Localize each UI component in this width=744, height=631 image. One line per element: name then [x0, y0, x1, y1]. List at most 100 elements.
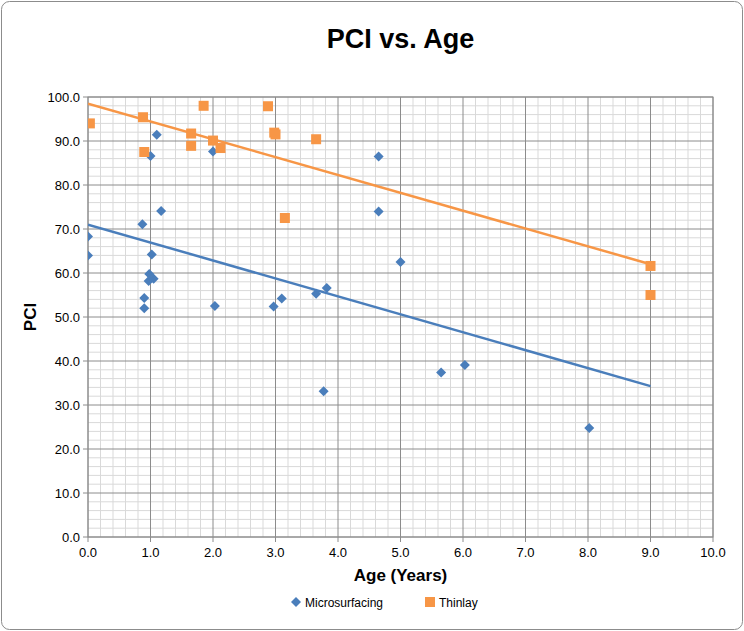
y-tick-label: 70.0: [55, 222, 80, 237]
chart: 0.0 1.0 2.0 3.0 4.0 5.0 6.0 7.0 8.0 9.0 10.0 0.0 10.…: [0, 0, 744, 631]
y-tick-label: 30.0: [55, 398, 80, 413]
tick-mark: [88, 537, 89, 542]
x-tick-label: 8.0: [579, 545, 597, 560]
y-tick-label: 90.0: [55, 134, 80, 149]
x-tick-label: 9.0: [641, 545, 659, 560]
point: [199, 101, 209, 111]
point: [88, 231, 93, 241]
point: [139, 293, 149, 303]
grid-line: [88, 141, 713, 142]
point: [269, 301, 279, 311]
grid-line: [88, 449, 713, 450]
point: [139, 147, 149, 157]
chart-title: PCI vs. Age: [327, 24, 475, 54]
point: [277, 294, 287, 304]
point: [584, 423, 594, 433]
legend-label: Microsurfacing: [305, 596, 383, 610]
tick-mark: [83, 141, 88, 142]
tick-mark: [83, 273, 88, 274]
point: [186, 141, 196, 151]
y-tick-label: 0.0: [62, 530, 80, 545]
tick-mark: [150, 537, 151, 542]
tick-mark: [338, 537, 339, 542]
x-tick-label: 10.0: [700, 545, 725, 560]
grid-line: [88, 185, 713, 186]
x-tick-label: 3.0: [266, 545, 284, 560]
point: [436, 367, 446, 377]
point: [88, 250, 93, 260]
grid-line: [88, 405, 713, 406]
tick-mark: [588, 537, 589, 542]
series-points: [88, 130, 594, 433]
point: [137, 219, 147, 229]
point: [311, 289, 321, 299]
x-tick-label: 5.0: [391, 545, 409, 560]
x-axis-title: Age (Years): [354, 566, 448, 585]
grid-line: [88, 273, 713, 274]
y-tick-label: 40.0: [55, 354, 80, 369]
tick-mark: [83, 229, 88, 230]
tick-mark: [83, 405, 88, 406]
chart-frame: [2, 2, 743, 630]
point: [322, 283, 332, 293]
point: [147, 250, 157, 260]
legend-marker: [425, 597, 435, 607]
tick-mark: [525, 537, 526, 542]
tick-mark: [83, 537, 88, 538]
point: [263, 101, 273, 111]
tick-mark: [463, 537, 464, 542]
series-points: [88, 101, 656, 300]
tick-mark: [400, 537, 401, 542]
point: [280, 213, 290, 223]
tick-mark: [83, 449, 88, 450]
point: [186, 129, 196, 139]
point: [149, 274, 159, 284]
trendline: [88, 225, 651, 386]
tick-mark: [275, 537, 276, 542]
point: [216, 143, 226, 153]
tick-mark: [713, 537, 714, 542]
tick-mark: [83, 361, 88, 362]
point: [646, 290, 656, 300]
point: [311, 134, 321, 144]
point: [646, 261, 656, 271]
point: [374, 151, 384, 161]
x-tick-label: 7.0: [516, 545, 534, 560]
y-axis-title: PCI: [21, 303, 40, 331]
tick-mark: [83, 185, 88, 186]
point: [319, 386, 329, 396]
x-tick-label: 2.0: [204, 545, 222, 560]
y-tick-label: 100.0: [47, 90, 80, 105]
minor-grid: [88, 97, 713, 537]
point: [139, 303, 149, 313]
tick-mark: [650, 537, 651, 542]
plot-frame: [88, 97, 713, 537]
trendline: [88, 104, 651, 265]
plot-data: [88, 101, 656, 433]
point: [271, 129, 281, 139]
tick-mark: [83, 493, 88, 494]
tick-mark: [83, 97, 88, 98]
point: [152, 130, 162, 140]
axes: 0.0 1.0 2.0 3.0 4.0 5.0 6.0 7.0 8.0 9.0 10.0 0.0 10.…: [47, 90, 725, 561]
x-tick-label: 0.0: [79, 545, 97, 560]
point: [88, 118, 95, 128]
tick-mark: [213, 537, 214, 542]
grid-line: [88, 229, 713, 230]
grid-line: [88, 361, 713, 362]
y-tick-label: 20.0: [55, 442, 80, 457]
y-tick-label: 10.0: [55, 486, 80, 501]
point: [396, 257, 406, 267]
grid-line: [88, 493, 713, 494]
x-tick-label: 1.0: [141, 545, 159, 560]
legend-label: Thinlay: [439, 596, 478, 610]
x-tick-label: 6.0: [454, 545, 472, 560]
point: [460, 360, 470, 370]
legend: Microsurfacing Thinlay: [291, 596, 478, 610]
point: [138, 112, 148, 122]
point: [374, 206, 384, 216]
tick-mark: [83, 317, 88, 318]
point: [210, 301, 220, 311]
x-tick-label: 4.0: [329, 545, 347, 560]
y-tick-label: 80.0: [55, 178, 80, 193]
